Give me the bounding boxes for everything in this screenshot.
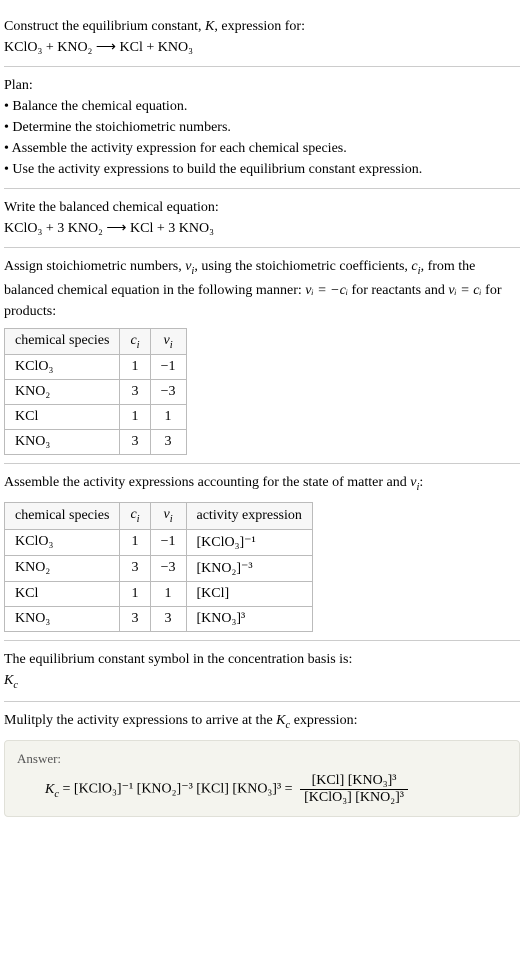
balanced-section: Write the balanced chemical equation: KC… [4, 189, 520, 248]
answer-frac-den: [KClO₃] [KNO₂]³ [300, 790, 408, 806]
answer-expression: Kc = [KClO₃]⁻¹ [KNO₂]⁻³ [KCl] [KNO₃]³ = … [17, 773, 507, 806]
header-line1: Construct the equilibrium constant, K, e… [4, 16, 520, 37]
activity-intro-text: Assemble the activity expressions accoun… [4, 475, 423, 490]
activity-cell: KCl [5, 581, 120, 606]
multiply-text2: expression: [290, 713, 357, 728]
plan-item-1: • Determine the stoichiometric numbers. [4, 117, 520, 138]
activity-section: Assemble the activity expressions accoun… [4, 464, 520, 640]
answer-box: Answer: Kc = [KClO₃]⁻¹ [KNO₂]⁻³ [KCl] [K… [4, 740, 520, 817]
answer-lhs: = [KClO₃]⁻¹ [KNO₂]⁻³ [KCl] [KNO₃]³ = [59, 782, 296, 797]
stoich-intro2: , using the stoichiometric coefficients, [194, 259, 411, 274]
stoich-cell: 3 [120, 380, 150, 405]
stoich-table: chemical species ci νi KClO₃ 1 −1 KNO₂ 3… [4, 328, 187, 456]
plan-section: Plan: • Balance the chemical equation. •… [4, 67, 520, 189]
symbol-line1: The equilibrium constant symbol in the c… [4, 649, 520, 670]
multiply-kc: Kc [276, 713, 290, 728]
stoich-nu: νi [185, 259, 194, 274]
answer-kc: Kc [45, 782, 59, 797]
table-header-row: chemical species ci νi activity expressi… [5, 502, 313, 529]
balanced-title: Write the balanced chemical equation: [4, 197, 520, 218]
table-row: KNO₂ 3 −3 [KNO₂]⁻³ [5, 555, 313, 581]
table-row: KClO₃ 1 −1 [KClO₃]⁻¹ [5, 529, 313, 555]
stoich-cell: KClO₃ [5, 355, 120, 380]
header-equation: KClO₃ + KNO₂ ⟶ KCl + KNO₃ [4, 37, 520, 58]
stoich-section: Assign stoichiometric numbers, νi, using… [4, 248, 520, 464]
table-row: KNO₃ 3 3 [5, 430, 187, 455]
multiply-section: Mulitply the activity expressions to arr… [4, 702, 520, 825]
header-text-1: Construct the equilibrium constant, [4, 19, 205, 34]
activity-th-2: νi [150, 502, 186, 529]
symbol-kc-k: K [4, 673, 13, 688]
answer-frac-num: [KCl] [KNO₃]³ [300, 773, 408, 790]
activity-cell: −1 [150, 529, 186, 555]
stoich-c: ci [411, 259, 420, 274]
stoich-cell: 1 [150, 405, 186, 430]
stoich-intro: Assign stoichiometric numbers, νi, using… [4, 256, 520, 322]
answer-kc-k: K [45, 782, 54, 797]
plan-title: Plan: [4, 75, 520, 96]
activity-table: chemical species ci νi activity expressi… [4, 502, 313, 632]
stoich-th-2: νi [150, 328, 186, 355]
activity-cell: KNO₂ [5, 555, 120, 581]
plan-item-0: • Balance the chemical equation. [4, 96, 520, 117]
activity-cell: 1 [120, 581, 150, 606]
stoich-rel-react: νᵢ = −cᵢ [305, 283, 348, 298]
header-text-1b: , expression for: [214, 19, 305, 34]
stoich-intro1: Assign stoichiometric numbers, [4, 259, 185, 274]
stoich-cell: −1 [150, 355, 186, 380]
activity-cell: 1 [120, 529, 150, 555]
activity-th-3: activity expression [186, 502, 312, 529]
activity-cell: 3 [150, 606, 186, 631]
table-row: KNO₃ 3 3 [KNO₃]³ [5, 606, 313, 631]
stoich-th-0: chemical species [5, 328, 120, 355]
stoich-cell: 1 [120, 405, 150, 430]
symbol-kc-sub: c [13, 679, 18, 690]
table-row: KNO₂ 3 −3 [5, 380, 187, 405]
plan-item-2: • Assemble the activity expression for e… [4, 138, 520, 159]
activity-intro: Assemble the activity expressions accoun… [4, 472, 520, 496]
stoich-cell: 1 [120, 355, 150, 380]
stoich-cell: 3 [150, 430, 186, 455]
table-row: KCl 1 1 [KCl] [5, 581, 313, 606]
symbol-section: The equilibrium constant symbol in the c… [4, 641, 520, 703]
answer-label: Answer: [17, 751, 507, 767]
activity-cell: 1 [150, 581, 186, 606]
activity-cell: 3 [120, 555, 150, 581]
activity-cell: [KNO₃]³ [186, 606, 312, 631]
activity-cell: KNO₃ [5, 606, 120, 631]
stoich-cell: KNO₃ [5, 430, 120, 455]
header-section: Construct the equilibrium constant, K, e… [4, 8, 520, 67]
stoich-rel-prod: νᵢ = cᵢ [448, 283, 481, 298]
table-row: KCl 1 1 [5, 405, 187, 430]
multiply-kc-k: K [276, 713, 285, 728]
stoich-cell: −3 [150, 380, 186, 405]
stoich-cell: 3 [120, 430, 150, 455]
answer-fraction: [KCl] [KNO₃]³ [KClO₃] [KNO₂]³ [300, 773, 408, 806]
table-row: KClO₃ 1 −1 [5, 355, 187, 380]
stoich-cell: KNO₂ [5, 380, 120, 405]
activity-th-0: chemical species [5, 502, 120, 529]
stoich-intro4: for reactants and [348, 283, 448, 298]
activity-cell: [KCl] [186, 581, 312, 606]
plan-item-3: • Use the activity expressions to build … [4, 159, 520, 180]
multiply-line: Mulitply the activity expressions to arr… [4, 710, 520, 734]
symbol-kc: Kc [4, 670, 520, 694]
header-K: K [205, 19, 214, 34]
stoich-th-1: ci [120, 328, 150, 355]
balanced-equation: KClO₃ + 3 KNO₂ ⟶ KCl + 3 KNO₃ [4, 218, 520, 239]
activity-th-1: ci [120, 502, 150, 529]
activity-cell: 3 [120, 606, 150, 631]
table-header-row: chemical species ci νi [5, 328, 187, 355]
page-container: Construct the equilibrium constant, K, e… [0, 0, 524, 833]
activity-cell: −3 [150, 555, 186, 581]
activity-cell: KClO₃ [5, 529, 120, 555]
activity-cell: [KNO₂]⁻³ [186, 555, 312, 581]
stoich-cell: KCl [5, 405, 120, 430]
multiply-text1: Mulitply the activity expressions to arr… [4, 713, 276, 728]
activity-cell: [KClO₃]⁻¹ [186, 529, 312, 555]
